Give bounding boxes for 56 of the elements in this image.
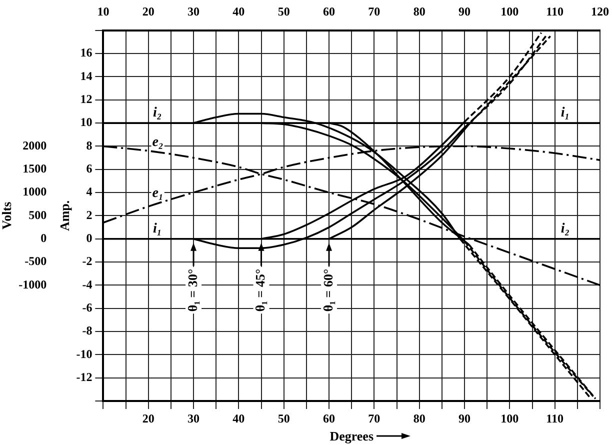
y-tick-label: -12 <box>76 370 92 384</box>
y2-axis-title: Volts <box>0 202 14 230</box>
x2-tick-label: 100 <box>500 4 519 18</box>
y-tick-label: -4 <box>82 277 92 292</box>
y-tick-label: -10 <box>76 346 92 361</box>
y-tick-label: 8 <box>86 138 92 152</box>
x2-tick-label: 80 <box>413 4 426 18</box>
series-label: i₁ <box>560 106 570 121</box>
y-tick-label: 0 <box>86 230 92 245</box>
y2-tick-label: 1500 <box>22 161 47 176</box>
annotation: θ₁ = 45° <box>252 268 268 312</box>
y-tick-label: 4 <box>86 184 92 199</box>
y-tick-label: 16 <box>80 46 92 60</box>
x2-tick-label: 70 <box>368 4 380 18</box>
x-tick-label: 80 <box>413 411 426 426</box>
x-tick-label: 30 <box>188 411 200 426</box>
y-tick-label: 10 <box>80 115 92 130</box>
x-axis-title: Degrees <box>330 428 374 444</box>
annotation: θ₁ = 60° <box>320 268 336 312</box>
x2-tick-label: 40 <box>232 4 245 18</box>
x-tick-label: 40 <box>232 411 245 426</box>
annotation: i₂ <box>153 106 162 121</box>
y-tick-label: 2 <box>86 208 92 222</box>
x-tick-label: 100 <box>500 411 519 426</box>
annotation: i₁ <box>153 221 162 236</box>
x2-tick-label: 90 <box>458 4 471 18</box>
y2-tick-label: 0 <box>40 230 47 245</box>
y-tick-label: 6 <box>86 161 92 176</box>
x-tick-label: 110 <box>546 411 564 426</box>
y-tick-label: -6 <box>82 300 92 314</box>
series-label: i₂ <box>560 221 570 236</box>
x-tick-label: 60 <box>323 411 336 426</box>
y2-tick-label: 2000 <box>22 138 47 152</box>
annotation: θ₁ = 30° <box>184 268 200 312</box>
x2-tick-label: 10 <box>97 4 110 18</box>
x2-tick-label: 30 <box>188 4 200 18</box>
x2-tick-label: 50 <box>278 4 290 18</box>
y-tick-label: 12 <box>80 92 92 106</box>
x2-tick-label: 60 <box>323 4 336 18</box>
y2-tick-label: 500 <box>28 208 47 222</box>
x-tick-label: 50 <box>278 411 290 426</box>
x-tick-label: 20 <box>142 411 154 426</box>
x-tick-label: 90 <box>458 411 471 426</box>
x2-tick-label: 20 <box>142 4 154 18</box>
y2-tick-label: -1000 <box>18 277 47 292</box>
y2-tick-label: -500 <box>24 254 47 268</box>
y-tick-label: -2 <box>82 254 92 268</box>
y-tick-label: -8 <box>82 324 92 338</box>
y-axis-title: Amp. <box>56 200 72 232</box>
x2-tick-label: 120 <box>591 4 609 18</box>
series-label: e₁ <box>152 186 164 202</box>
series-label: e₂ <box>152 134 164 150</box>
y-tick-label: 14 <box>80 68 92 83</box>
y2-tick-label: 1000 <box>22 184 47 199</box>
x-tick-label: 70 <box>368 411 380 426</box>
x2-tick-label: 110 <box>546 4 564 18</box>
